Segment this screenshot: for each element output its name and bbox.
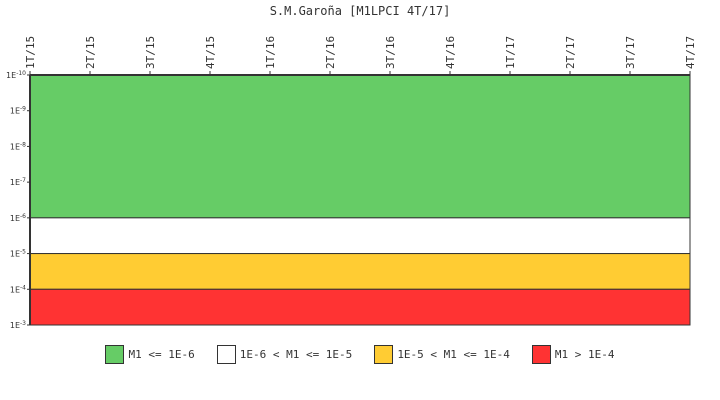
legend-label: 1E-6 < M1 <= 1E-5: [239, 348, 353, 361]
y-tick-label: 1E-7: [10, 177, 26, 187]
legend-item: 1E-5 < M1 <= 1E-4: [374, 345, 510, 364]
band-0: [29, 74, 691, 219]
y-tick-label: 1E-4: [10, 284, 26, 294]
y-tick-label: 1E-10: [6, 70, 26, 80]
legend-swatch: [531, 345, 551, 364]
y-tick-label: 1E-8: [10, 141, 26, 151]
legend-swatch: [216, 345, 236, 364]
x-tick-label: 3T/15: [144, 36, 157, 69]
band-2: [29, 253, 691, 290]
chart-title: S.M.Garoña [M1LPCI 4T/17]: [269, 4, 451, 18]
legend-label: M1 <= 1E-6: [128, 348, 195, 361]
x-tick-label: 4T/17: [684, 36, 697, 69]
y-tick-label: 1E-5: [10, 249, 26, 259]
chart-legend: M1 <= 1E-6 1E-6 < M1 <= 1E-5 1E-5 < M1 <= …: [0, 345, 720, 364]
x-tick-label: 4T/16: [444, 36, 457, 69]
legend-label: 1E-5 < M1 <= 1E-4: [397, 348, 510, 361]
y-tick-label: 1E-9: [10, 106, 26, 116]
x-tick-label: 3T/16: [384, 36, 397, 69]
x-tick-label: 1T/16: [264, 36, 277, 69]
legend-item: M1 > 1E-4: [531, 345, 615, 364]
legend-swatch: [105, 345, 125, 364]
band-3: [29, 288, 691, 326]
x-tick-label: 1T/15: [24, 36, 37, 69]
y-tick-label: 1E-6: [10, 213, 26, 223]
x-tick-label: 1T/17: [504, 36, 517, 69]
x-tick-label: 3T/17: [624, 36, 637, 69]
legend-label: M1 > 1E-4: [554, 348, 615, 361]
legend-swatch: [374, 345, 394, 364]
legend-item: 1E-6 < M1 <= 1E-5: [216, 345, 353, 364]
band-1: [29, 217, 691, 255]
y-tick-label: 1E-3: [10, 320, 26, 330]
x-tick-label: 2T/16: [324, 36, 337, 69]
x-tick-label: 4T/15: [204, 36, 217, 69]
chart-svg: 1T/15 2T/15 3T/15 4T/15 1T/16 2T/16 3T/16 4T/16…: [6, 36, 697, 330]
x-tick-label: 2T/15: [84, 36, 97, 69]
x-tick-label: 2T/17: [564, 36, 577, 69]
legend-item: M1 <= 1E-6: [105, 345, 195, 364]
